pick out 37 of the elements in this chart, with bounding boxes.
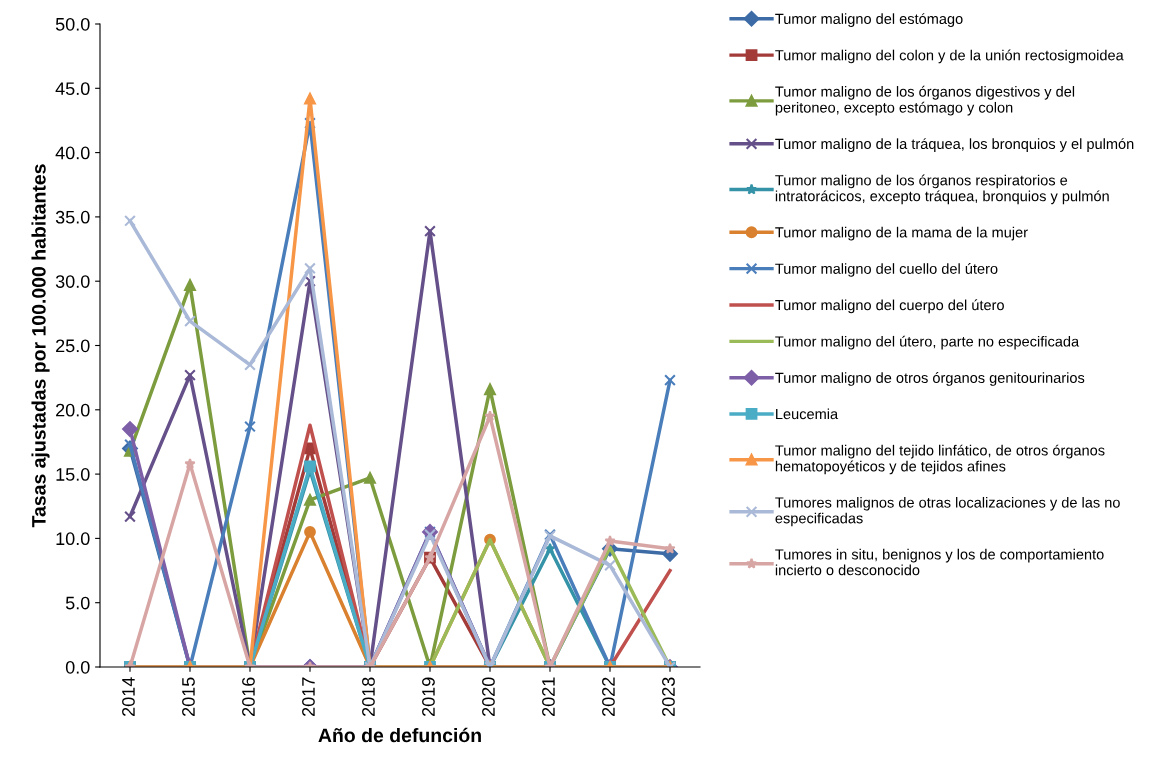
legend-label: Tumor maligno del útero, parte no especificada bbox=[775, 335, 1080, 350]
y-tick-label: 15.0 bbox=[56, 468, 90, 481]
y-axis-title: Tasas ajustadas por 100.000 habitantes bbox=[31, 164, 50, 528]
legend-label: Tumor maligno de otros órganos genitourinarios bbox=[775, 372, 1085, 386]
legend-label: Tumores malignos de otras localizaciones y de las no especificadas bbox=[775, 496, 1120, 527]
x-tick-label: 2021 bbox=[542, 677, 555, 716]
x-tick-label: 2023 bbox=[662, 677, 675, 716]
x-tick-label: 2022 bbox=[602, 677, 615, 716]
x-tick-label: 2016 bbox=[242, 677, 255, 716]
x-tick-label: 2015 bbox=[182, 677, 195, 716]
x-tick-label: 2014 bbox=[122, 677, 135, 716]
legend-label: Tumor maligno del cuello del útero bbox=[775, 263, 998, 277]
legend-label: Tumor maligno de los órganos digestivos y del peritoneo, excepto estómago y colon bbox=[775, 85, 1075, 116]
legend-label: Tumores in situ, benignos y los de comportamiento incierto o desconocido bbox=[775, 548, 1104, 576]
y-tick-label: 35.0 bbox=[55, 210, 90, 224]
x-tick-label: 2020 bbox=[482, 677, 495, 716]
legend-label: Tumor maligno del tejido linfático, de otros órganos hematopoyéticos y de tejidos afines bbox=[775, 444, 1105, 475]
y-tick-label: 30.0 bbox=[55, 275, 90, 288]
y-tick-label: 10.0 bbox=[56, 532, 90, 546]
x-tick-label: 2017 bbox=[302, 677, 315, 716]
y-tick-label: 45.0 bbox=[55, 82, 90, 96]
x-axis-title: Año de defunción bbox=[318, 727, 481, 743]
y-tick-label: 5.0 bbox=[65, 596, 90, 610]
y-tick-label: 20.0 bbox=[56, 403, 90, 417]
y-tick-label: 50.0 bbox=[55, 17, 90, 31]
legend-label: Leucemia bbox=[776, 408, 839, 420]
y-tick-label: 25.0 bbox=[56, 339, 90, 353]
y-tick-label: 0.0 bbox=[65, 660, 90, 674]
y-tick-label: 40.0 bbox=[55, 146, 90, 160]
x-tick-label: 2019 bbox=[422, 677, 435, 716]
x-tick-label: 2018 bbox=[362, 677, 375, 716]
legend-label: Tumor maligno del colon y de la unión rectosigmoidea bbox=[775, 49, 1124, 64]
legend-label: Tumor maligno de la mama de la mujer bbox=[775, 226, 1028, 241]
legend-label: Tumor maligno de los órganos respiratorios e intratorácicos, excepto tráquea, bronquios y pulmón bbox=[775, 174, 1109, 205]
legend-label: Tumor maligno del cuerpo del útero bbox=[775, 299, 1004, 314]
legend-label: Tumor maligno del estómago bbox=[775, 13, 963, 27]
legend-label: Tumor maligno de la tráquea, los bronquios y el pulmón bbox=[775, 138, 1134, 152]
